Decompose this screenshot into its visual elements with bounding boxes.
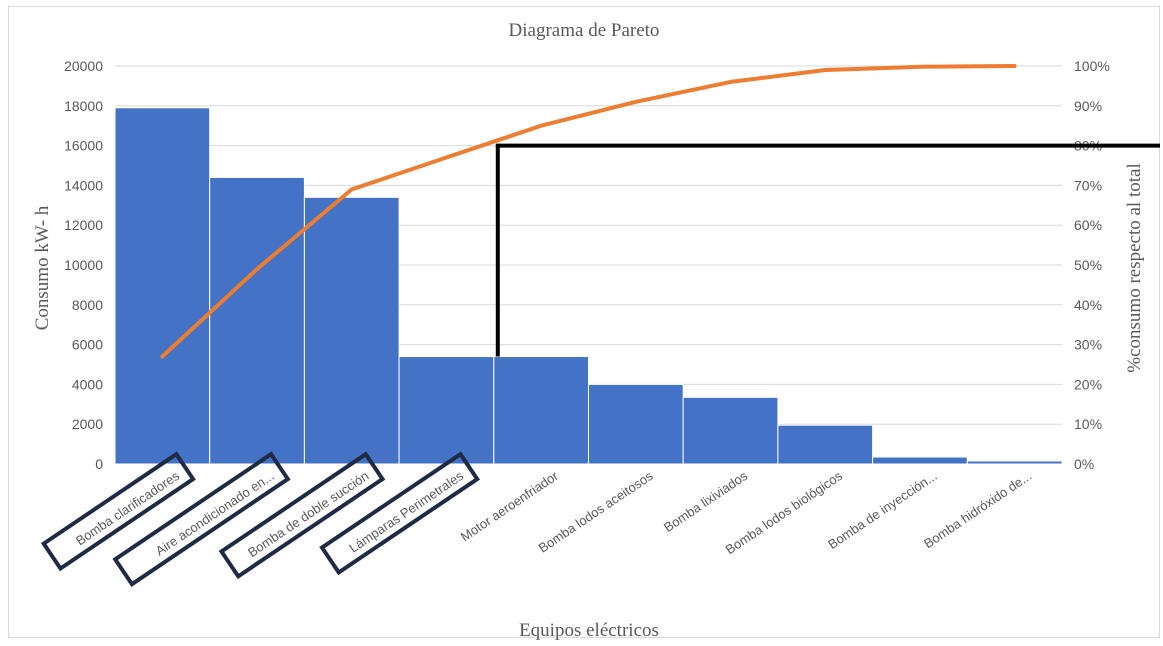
y-tick-label: 4000 [72, 376, 103, 392]
category-label: Motor aeroenfriador [458, 468, 562, 545]
category-label-group: Motor aeroenfriador [458, 468, 562, 545]
category-highlight-box [40, 451, 196, 572]
bar [966, 460, 1063, 465]
y-tick-label: 18000 [64, 98, 103, 114]
y-axis-right-title: %consumo respecto al total [1124, 163, 1145, 372]
category-highlight-box [112, 451, 291, 587]
bar [493, 356, 589, 465]
y2-tick-label: 30% [1074, 337, 1102, 353]
y2-tick-label: 100% [1074, 58, 1110, 74]
threshold-80-marker [495, 143, 1160, 357]
bar [872, 456, 968, 465]
y-tick-label: 2000 [72, 416, 103, 432]
category-label: Bomba lixiviados [661, 468, 751, 535]
y2-tick-label: 70% [1074, 177, 1102, 193]
y-tick-label: 8000 [72, 297, 103, 313]
bar [682, 396, 779, 465]
y-tick-label: 14000 [64, 177, 103, 193]
bar [588, 383, 684, 465]
bars [114, 107, 1063, 465]
chart-title: Diagrama de Pareto [509, 20, 660, 41]
y2-tick-label: 60% [1074, 217, 1102, 233]
y2-tick-label: 50% [1074, 257, 1102, 273]
category-highlight-box [218, 451, 386, 580]
bar [209, 176, 305, 465]
cumulative-line [160, 64, 1017, 359]
bar [114, 107, 211, 465]
y-axis-left-title: Consumo kW- h [32, 205, 53, 330]
y-tick-label: 0 [95, 456, 103, 472]
y2-tick-label: 40% [1074, 297, 1102, 313]
bar [777, 424, 874, 465]
category-label-group: Bomba lixiviados [661, 468, 751, 535]
y2-tick-label: 10% [1074, 416, 1102, 432]
y-tick-label: 6000 [72, 337, 103, 353]
category-label-group: Lámparas Perimetrales [319, 451, 480, 576]
y2-tick-label: 0% [1074, 456, 1094, 472]
y-axis-right-ticks: 0%10%20%30%40%50%60%70%80%90%100% [1074, 58, 1110, 472]
category-highlight-box [319, 451, 480, 576]
y-tick-label: 16000 [64, 138, 103, 154]
cumulative-line-path [160, 64, 1017, 359]
y2-tick-label: 20% [1074, 376, 1102, 392]
x-axis-title: Equipos eléctricos [519, 620, 659, 641]
y2-tick-label: 90% [1074, 98, 1102, 114]
y-tick-label: 20000 [64, 58, 103, 74]
y-tick-label: 12000 [64, 217, 103, 233]
y-tick-label: 10000 [64, 257, 103, 273]
bar [398, 356, 495, 465]
bar [303, 196, 400, 465]
category-label-group: Aire acondicionado en... [112, 451, 291, 587]
y-axis-left-ticks: 0 2000 4000 6000 8000 10000 12000 14000 16000 180… [64, 58, 103, 472]
